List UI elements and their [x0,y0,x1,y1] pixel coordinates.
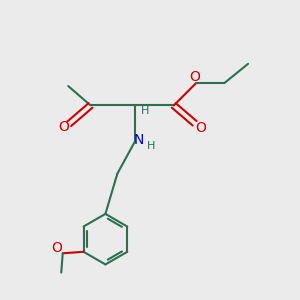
Text: O: O [189,70,200,84]
Text: H: H [140,106,149,116]
Text: O: O [196,121,207,135]
Text: O: O [51,241,62,255]
Text: N: N [134,133,144,147]
Text: O: O [58,120,69,134]
Text: H: H [146,141,155,152]
